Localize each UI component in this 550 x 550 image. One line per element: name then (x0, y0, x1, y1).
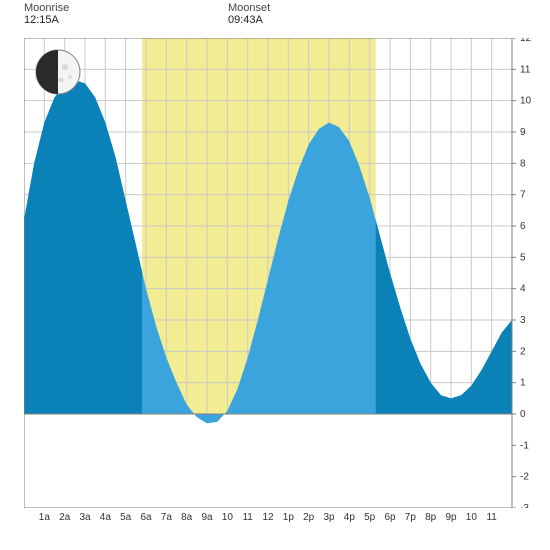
x-tick-label: 4p (344, 512, 355, 523)
x-tick-label: 7a (161, 512, 172, 523)
x-tick-label: 7p (405, 512, 416, 523)
x-tick-label: 3p (323, 512, 334, 523)
tide-chart-container: Moonrise 12:15A Moonset 09:43A -3-2-1012… (0, 0, 550, 550)
y-tick-label: 4 (520, 284, 526, 295)
moonrise-header: Moonrise 12:15A (24, 2, 69, 26)
y-tick-label: 12 (520, 38, 532, 44)
x-tick-label: 9a (201, 512, 212, 523)
y-tick-label: 10 (520, 96, 532, 107)
y-tick-label: 2 (520, 346, 526, 357)
y-tick-label: -1 (520, 440, 529, 451)
x-tick-label: 2p (303, 512, 314, 523)
x-tick-label: 11 (486, 512, 496, 523)
x-tick-label: 6a (140, 512, 151, 523)
x-tick-label: 10 (222, 512, 233, 523)
moonrise-label: Moonrise (24, 2, 69, 14)
y-tick-label: -2 (520, 472, 529, 483)
x-tick-label: 2a (59, 512, 70, 523)
y-tick-label: 6 (520, 221, 526, 232)
x-tick-label: 5p (364, 512, 375, 523)
x-tick-label: 4a (100, 512, 111, 523)
x-tick-label: 8p (425, 512, 436, 523)
x-tick-label: 12 (262, 512, 273, 523)
y-tick-label: 3 (520, 315, 526, 326)
plot-area: -3-2-10123456789101112 (24, 38, 512, 508)
moonset-label: Moonset (228, 2, 270, 14)
y-tick-label: 8 (520, 158, 526, 169)
moonrise-value: 12:15A (24, 14, 69, 26)
moonset-header: Moonset 09:43A (228, 2, 270, 26)
x-tick-label: 3a (79, 512, 90, 523)
x-tick-label: 10 (466, 512, 477, 523)
x-tick-label: 8a (181, 512, 192, 523)
x-tick-label: 9p (445, 512, 456, 523)
y-tick-label: 5 (520, 252, 526, 263)
x-tick-label: 1p (283, 512, 294, 523)
y-tick-label: -3 (520, 503, 529, 508)
y-tick-label: 7 (520, 190, 526, 201)
x-tick-label: 5a (120, 512, 131, 523)
chart-svg: -3-2-10123456789101112 (24, 38, 542, 508)
y-tick-label: 11 (520, 64, 531, 75)
y-tick-label: 9 (520, 127, 526, 138)
y-tick-label: 0 (520, 409, 526, 420)
x-tick-label: 11 (242, 512, 252, 523)
x-axis: 1a 2a 3a 4a 5a 6a 7a 8a 9a 10 11 12 1p 2p 3p 4p 5p 6p 7p 8p… (24, 512, 512, 530)
y-tick-label: 1 (520, 378, 526, 389)
moonset-value: 09:43A (228, 14, 270, 26)
x-tick-label: 1a (39, 512, 50, 523)
x-tick-label: 6p (384, 512, 395, 523)
